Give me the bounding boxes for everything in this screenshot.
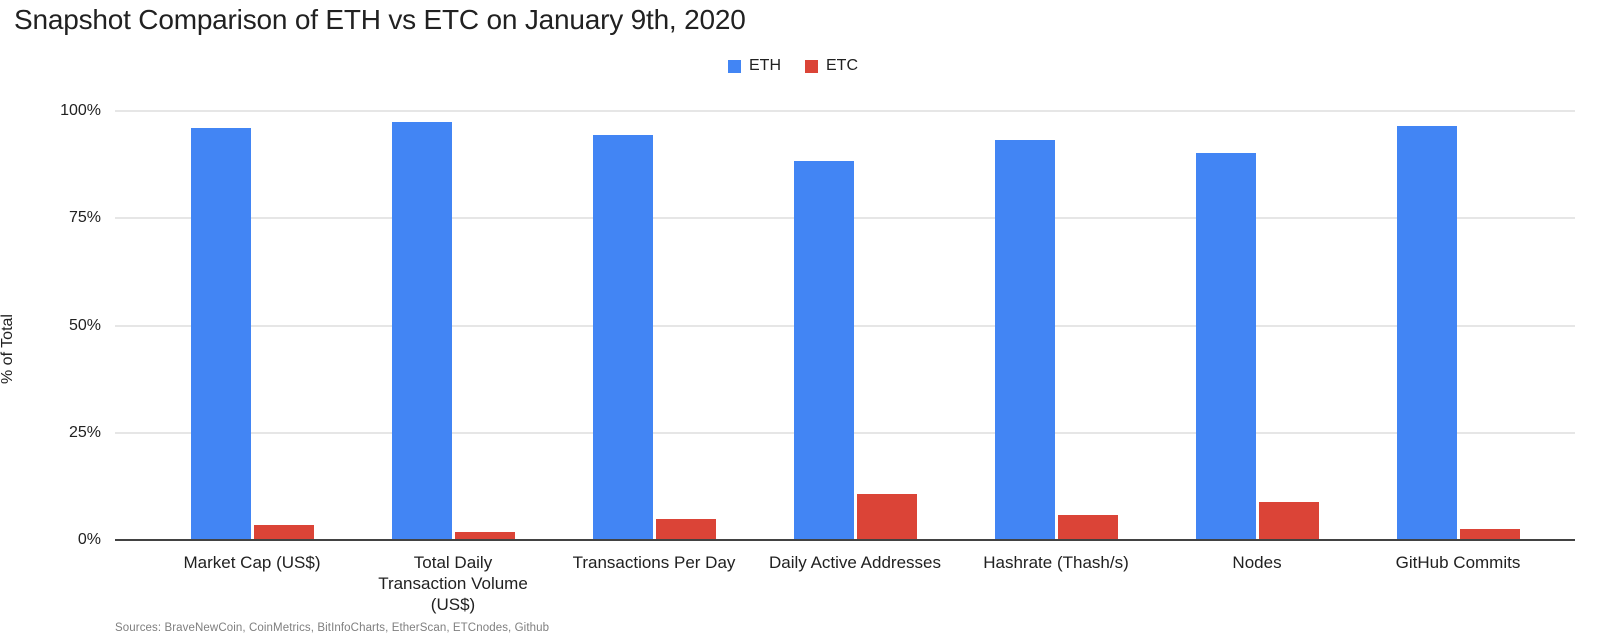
legend-item-eth: ETH: [728, 57, 781, 75]
gridline-0: [115, 539, 1575, 541]
bar-eth-3: [793, 160, 854, 540]
x-label-3: Daily Active Addresses: [769, 553, 941, 572]
bar-etc-2: [655, 518, 716, 540]
sources-note: Sources: BraveNewCoin, CoinMetrics, BitI…: [115, 622, 550, 634]
x-label-1: Total Daily Transaction Volume (US$): [378, 553, 528, 614]
x-label-0: Market Cap (US$): [183, 553, 321, 572]
y-tick-50: 50%: [68, 316, 101, 334]
chart-legend: ETH ETC: [0, 57, 1586, 75]
bar-eth-0: [190, 128, 251, 540]
legend-label-eth: ETH: [749, 57, 781, 74]
bar-etc-1: [454, 532, 515, 540]
bar-group-4: [994, 111, 1118, 540]
bar-eth-2: [592, 135, 653, 540]
x-label-5: Nodes: [1232, 553, 1282, 572]
bar-eth-6: [1396, 126, 1457, 540]
bar-group-5: [1195, 111, 1319, 540]
x-label-6: GitHub Commits: [1395, 553, 1521, 572]
y-tick-0: 0%: [77, 531, 101, 548]
bar-group-2: [592, 111, 716, 540]
bar-group-3: [793, 111, 917, 540]
bar-etc-6: [1459, 528, 1520, 540]
y-tick-75: 75%: [68, 209, 101, 227]
bar-eth-1: [391, 121, 452, 540]
plot-area: [115, 110, 1575, 541]
gridline-100: [115, 110, 1575, 112]
bar-group-0: [190, 111, 314, 540]
bar-etc-3: [856, 494, 917, 540]
bar-etc-0: [253, 525, 314, 540]
bar-etc-5: [1258, 502, 1319, 540]
y-axis-tick-labels: 100% 75% 50% 25% 0%: [0, 103, 101, 548]
y-tick-25: 25%: [68, 423, 101, 441]
bar-etc-4: [1057, 515, 1118, 540]
x-label-4: Hashrate (Thash/s): [983, 553, 1129, 572]
chart-title: Snapshot Comparison of ETH vs ETC on Jan…: [14, 4, 746, 35]
bar-group-6: [1396, 111, 1520, 540]
legend-item-etc: ETC: [805, 57, 858, 75]
bar-group-1: [391, 111, 515, 540]
bar-eth-5: [1195, 153, 1256, 540]
bar-eth-4: [994, 140, 1055, 540]
x-label-2: Transactions Per Day: [572, 553, 736, 572]
eth-swatch-icon: [728, 59, 741, 73]
y-tick-100: 100%: [60, 102, 101, 119]
legend-label-etc: ETC: [826, 57, 858, 74]
etc-swatch-icon: [805, 59, 818, 73]
